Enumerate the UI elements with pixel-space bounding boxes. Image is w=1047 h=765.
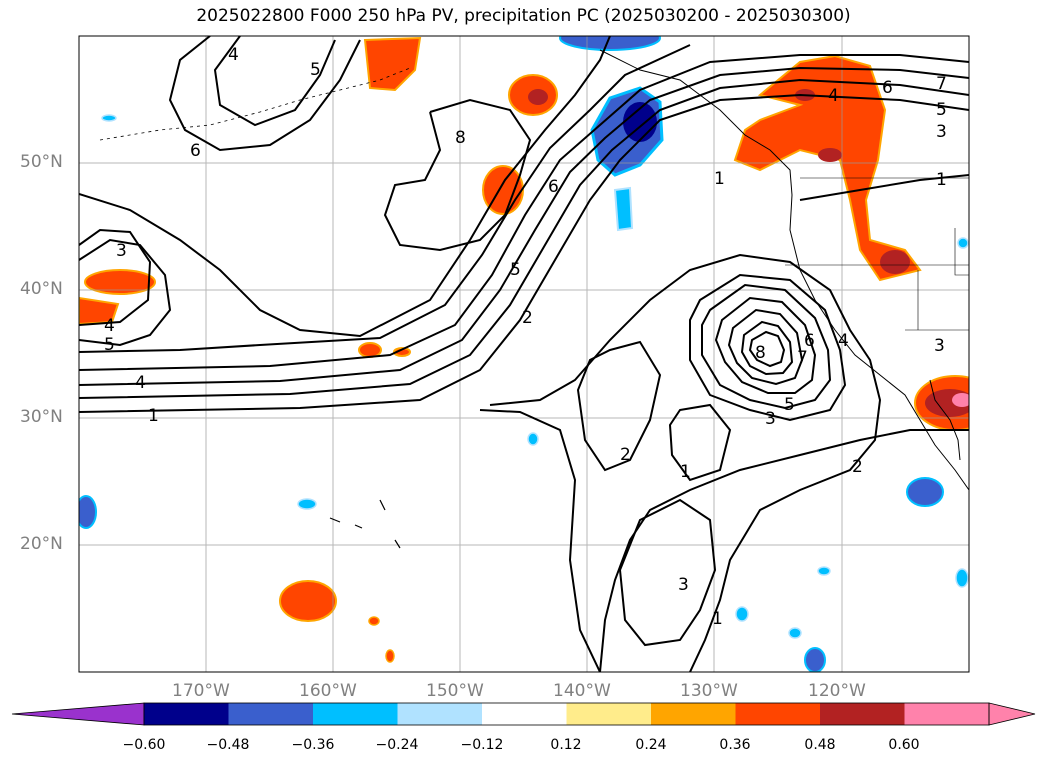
positive-anomaly [84,269,156,295]
coastlines [99,49,969,549]
colorbar-segment [144,703,229,725]
contour-label: 5 [510,260,521,280]
lon-label: 160°W [299,681,357,701]
lat-label: 30°N [20,407,63,427]
contour-label: 3 [765,409,776,429]
positive-anomaly-alaska [363,36,422,92]
colorbar-tick: −0.12 [460,737,504,753]
colorbar-segment [735,703,820,725]
contour-label: 7 [797,348,808,368]
contour-label: 6 [882,78,893,98]
contour-label: 1 [714,169,725,189]
pv-contours [79,36,969,672]
contour-label: 8 [455,128,466,148]
contour-label: 1 [712,609,723,629]
negative-anomaly [559,36,661,51]
contour-labels: 1 4 5 4 3 6 4 5 8 6 5 2 2 1 3 1 1 8 7 6 … [104,45,947,629]
colorbar-extend-low [11,702,145,726]
colorbar-segment [651,703,736,725]
lon-label: 120°W [808,681,866,701]
lon-label: 130°W [680,681,738,701]
colorbar-tick: −0.36 [291,737,335,753]
colorbar-tick: −0.48 [206,737,250,753]
colorbar-segment [313,703,398,725]
contour-label: 6 [548,177,559,197]
colorbar-segment [566,703,651,725]
contour-label: 5 [936,100,947,120]
contour-label: 2 [620,445,631,465]
colorbar-segment [482,703,567,725]
colorbar-segment [820,703,905,725]
colorbar-segment [228,703,313,725]
colorbar-tick: 0.12 [550,737,582,753]
colorbar-tick: −0.24 [375,737,419,753]
contour-label: 4 [838,331,849,351]
contour-label: 4 [104,316,115,336]
lat-label: 50°N [20,152,63,172]
colorbar-tick: 0.48 [804,737,836,753]
colorbar-segment [397,703,482,725]
contour-label: 4 [228,45,239,65]
contour-label: 5 [310,60,321,80]
lon-label: 170°W [172,681,230,701]
contour-label: 1 [148,406,159,426]
colorbar-extend-high [988,702,1036,726]
positive-anomaly-pnw [733,54,922,282]
contour-label: 3 [936,122,947,142]
colorbar-segment [904,703,989,725]
contour-label: 1 [680,462,691,482]
lat-label: 40°N [20,279,63,299]
contour-label: 8 [755,343,766,363]
map-title: 2025022800 F000 250 hPa PV, precipitatio… [196,6,851,26]
gridlines [79,36,969,672]
contour-label: 2 [522,308,533,328]
contour-label: 3 [934,336,945,356]
contour-label: 3 [116,241,127,261]
contour-label: 1 [936,170,947,190]
colorbar [11,702,1036,726]
map-panel: 1 4 5 4 3 6 4 5 8 6 5 2 2 1 3 1 1 8 7 6 … [79,36,969,672]
colorbar-tick: 0.24 [635,737,667,753]
contour-label: 6 [804,331,815,351]
contour-label: 3 [678,575,689,595]
contour-label: 5 [784,395,795,415]
colorbar-tick: −0.60 [122,737,166,753]
contour-label: 4 [828,86,839,106]
colorbar-tick: 0.36 [719,737,751,753]
contour-label: 4 [135,373,146,393]
positive-anomaly [279,580,337,622]
lon-label: 150°W [426,681,484,701]
contour-label: 6 [190,141,201,161]
map-frame [78,35,970,673]
contour-label: 7 [936,74,947,94]
lon-label: 140°W [553,681,611,701]
contour-label: 5 [104,335,115,355]
colorbar-tick: 0.60 [888,737,920,753]
contour-label: 2 [852,457,863,477]
lat-label: 20°N [20,534,63,554]
